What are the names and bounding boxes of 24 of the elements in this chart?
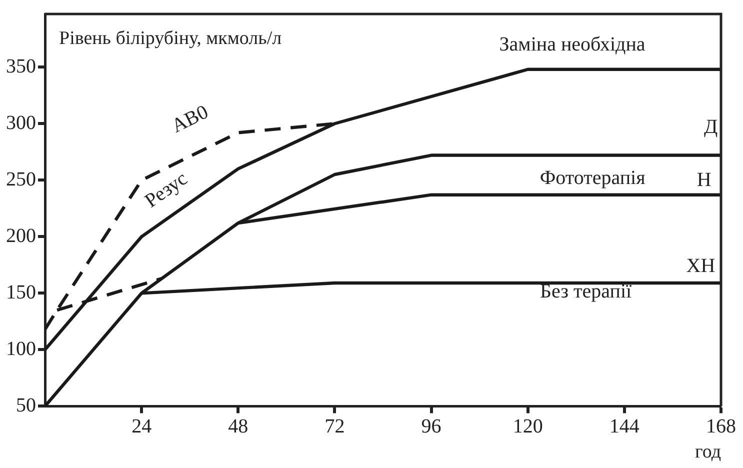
y-tick-label: 100 [6, 338, 36, 360]
annotation: Заміна необхідна [499, 34, 646, 56]
annotation: Фототерапія [540, 166, 646, 189]
x-tick-label: 120 [512, 415, 543, 438]
x-axis-title: год [695, 442, 722, 463]
annotation: Н [696, 168, 712, 191]
x-tick-label: 168 [706, 415, 736, 438]
x-tick-label: 48 [228, 415, 248, 438]
annotation: Резус [140, 167, 192, 212]
x-tick-label: 144 [609, 415, 640, 438]
y-tick-label: 300 [6, 112, 36, 134]
x-tick-label: 24 [132, 415, 152, 438]
annotation: Без терапії [540, 280, 632, 303]
annotation: Д [704, 116, 718, 138]
x-tick-label: 72 [324, 415, 345, 438]
y-tick-label: 50 [16, 394, 36, 416]
y-tick-label: 200 [6, 224, 36, 247]
y-tick-label: 350 [6, 55, 36, 78]
y-tick-label: 250 [6, 168, 36, 190]
x-tick-label: 96 [421, 415, 442, 438]
y-axis-title: Рівень білірубіну, мкмоль/л [59, 28, 282, 49]
y-tick-label: 150 [6, 281, 36, 304]
annotation: АВ0 [168, 101, 212, 138]
annotation: ХН [686, 255, 716, 278]
